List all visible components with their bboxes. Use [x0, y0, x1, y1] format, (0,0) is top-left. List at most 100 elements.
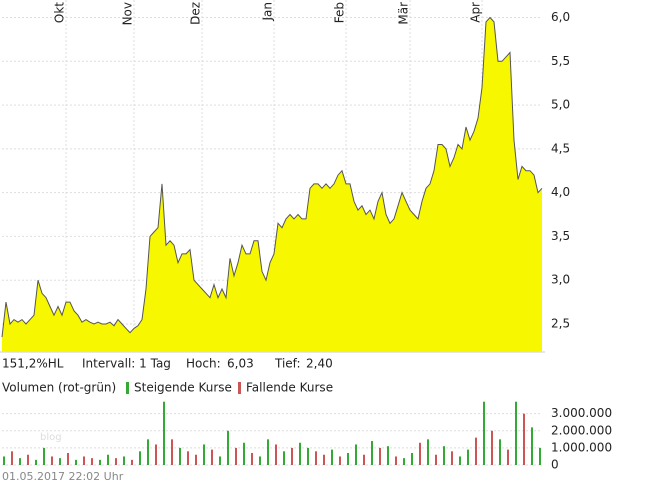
- volume-bar: [51, 456, 53, 465]
- volume-bar: [467, 449, 469, 465]
- volume-bar: [59, 458, 61, 465]
- x-tick-label: Nov: [121, 2, 135, 25]
- legend-swatch: [238, 382, 241, 394]
- volume-bar: [99, 459, 101, 465]
- x-tick-label: Feb: [333, 2, 347, 23]
- volume-bar: [83, 456, 85, 465]
- volume-bar: [307, 447, 309, 465]
- price-area: [2, 17, 542, 352]
- volume-bar: [419, 442, 421, 465]
- volume-bar: [107, 454, 109, 465]
- volume-bar: [515, 401, 517, 465]
- volume-bar: [363, 454, 365, 465]
- volume-bar: [11, 451, 13, 465]
- volume-bar: [435, 454, 437, 465]
- volume-bar: [163, 401, 165, 465]
- volume-bar: [27, 454, 29, 465]
- volume-bar: [91, 458, 93, 465]
- y-tick-label: 5,5: [551, 54, 570, 68]
- volume-bar: [339, 456, 341, 465]
- stat-low: 2,40: [306, 357, 333, 371]
- volume-bar: [355, 444, 357, 465]
- legend-label: Steigende Kurse: [134, 381, 232, 395]
- volume-bar: [75, 459, 77, 465]
- y-tick-label: 4,5: [551, 141, 570, 155]
- y-tick-label: 2.000.000: [551, 423, 612, 437]
- y-tick-label: 0: [551, 458, 559, 472]
- y-tick-label: 3.000.000: [551, 406, 612, 420]
- y-tick-label: 6,0: [551, 10, 570, 24]
- volume-bar: [347, 453, 349, 465]
- y-tick-label: 1.000.000: [551, 440, 612, 454]
- volume-bar: [123, 456, 125, 465]
- volume-bar: [131, 459, 133, 465]
- stat-high: 6,03: [227, 357, 254, 371]
- volume-bar: [251, 453, 253, 465]
- volume-bar: [187, 451, 189, 465]
- volume-bar: [443, 446, 445, 465]
- volume-bar: [171, 439, 173, 465]
- legend-label: Fallende Kurse: [246, 381, 333, 395]
- watermark: blog: [40, 432, 62, 443]
- volume-bar: [491, 430, 493, 465]
- volume-bar: [379, 447, 381, 465]
- volume-bar: [403, 458, 405, 465]
- stat-low-label: Tief:: [274, 357, 301, 371]
- volume-bar: [179, 447, 181, 465]
- y-tick-label: 5,0: [551, 98, 570, 112]
- footer: 01.05.2017 22:02 Uhr: [2, 470, 124, 483]
- legend-swatch: [126, 382, 129, 394]
- volume-bar: [267, 439, 269, 465]
- stat-high-label: Hoch:: [186, 357, 221, 371]
- volume-bar: [499, 439, 501, 465]
- price-line: [1, 16, 543, 338]
- volume-bar: [315, 451, 317, 465]
- volume-bar: [139, 451, 141, 465]
- volume-bar: [219, 456, 221, 465]
- volume-bar: [195, 454, 197, 465]
- volume-bar: [331, 449, 333, 465]
- volume-bar: [539, 447, 541, 465]
- volume-bar: [155, 444, 157, 465]
- x-tick-label: Okt: [53, 2, 67, 23]
- volume-title: Volumen (rot-grün): [2, 381, 116, 395]
- volume-bar: [243, 442, 245, 465]
- volume-bar: [395, 456, 397, 465]
- stat-range: 151,2%HL: [2, 357, 64, 371]
- x-tick-label: Apr: [469, 2, 483, 23]
- volume-bar: [3, 456, 5, 465]
- y-tick-label: 2,5: [551, 316, 570, 330]
- x-tick-label: Dez: [189, 2, 203, 25]
- volume-bar: [387, 446, 389, 465]
- volume-bar: [147, 439, 149, 465]
- x-tick-label: Jan: [261, 2, 275, 22]
- volume-bar: [291, 447, 293, 465]
- stat-interval: Intervall: 1 Tag: [82, 357, 171, 371]
- volume-bar: [203, 444, 205, 465]
- volume-bar: [259, 456, 261, 465]
- volume-bar: [115, 458, 117, 465]
- volume-bar: [211, 449, 213, 465]
- volume-bar: [411, 453, 413, 465]
- volume-bar: [371, 441, 373, 465]
- volume-bar: [459, 456, 461, 465]
- volume-bar: [227, 430, 229, 465]
- volume-bar: [283, 451, 285, 465]
- x-tick-label: Mär: [397, 2, 411, 25]
- volume-bar: [507, 449, 509, 465]
- volume-bar: [451, 451, 453, 465]
- volume-bar: [523, 413, 525, 465]
- volume-bar: [35, 459, 37, 465]
- volume-bar: [299, 442, 301, 465]
- volume-bar: [427, 439, 429, 465]
- y-tick-label: 3,0: [551, 273, 570, 287]
- volume-bar: [43, 447, 45, 465]
- volume-bar: [235, 447, 237, 465]
- volume-bar: [323, 454, 325, 465]
- volume-bar: [475, 437, 477, 465]
- volume-bar: [19, 458, 21, 465]
- volume-bar: [275, 444, 277, 465]
- y-tick-label: 3,5: [551, 229, 570, 243]
- y-tick-label: 4,0: [551, 185, 570, 199]
